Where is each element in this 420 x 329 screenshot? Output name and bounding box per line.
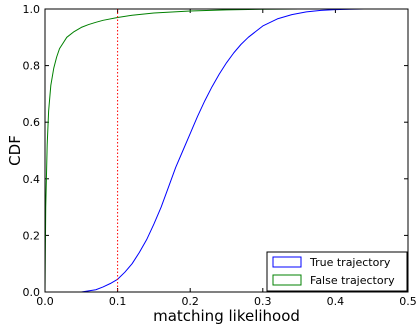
x-axis-title: matching likelihood — [153, 307, 300, 325]
plot-background — [45, 9, 408, 292]
x-tick-label: 0.5 — [399, 295, 417, 308]
y-tick-label: 0.8 — [23, 60, 41, 73]
series-layer — [44, 8, 408, 293]
true-trajectory-line — [45, 8, 408, 293]
legend-swatch-true — [272, 256, 302, 268]
x-tick-label: 0.1 — [109, 295, 127, 308]
x-tick-label: 0.2 — [181, 295, 199, 308]
legend: True trajectory False trajectory — [266, 251, 408, 292]
y-tick-label: 0.0 — [23, 286, 41, 299]
tick-labels: 0.0 0.1 0.2 0.3 0.4 0.5 0.0 0.2 0.4 0.6 0.8 1.0 — [23, 3, 417, 308]
legend-swatch-false — [272, 274, 302, 286]
y-axis-title: CDF — [6, 135, 24, 166]
x-tick-label: 0.0 — [36, 295, 54, 308]
y-tick-label: 0.6 — [23, 116, 41, 129]
legend-label-true: True trajectory — [309, 256, 391, 269]
y-tick-label: 0.2 — [23, 229, 41, 242]
x-tick-label: 0.4 — [327, 295, 345, 308]
y-tick-label: 0.4 — [23, 173, 41, 186]
plot-frame — [44, 8, 409, 293]
y-tick-label: 1.0 — [23, 3, 41, 16]
false-trajectory-line — [44, 8, 408, 293]
legend-label-false: False trajectory — [310, 274, 395, 287]
x-tick-label: 0.3 — [254, 295, 272, 308]
